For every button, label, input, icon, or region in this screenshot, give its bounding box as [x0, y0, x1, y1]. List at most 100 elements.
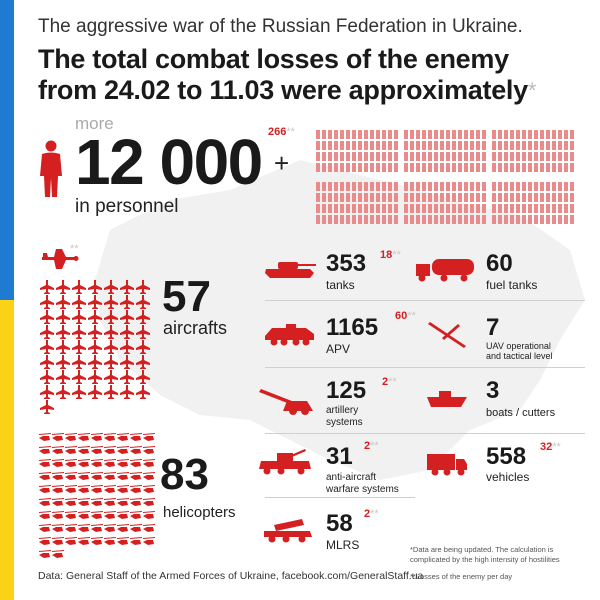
person-mark	[458, 204, 462, 213]
divider	[265, 433, 585, 434]
person-mark	[546, 204, 550, 213]
aircraft-mark	[120, 370, 134, 384]
person-mark	[528, 193, 532, 202]
person-mark	[410, 204, 414, 213]
person-mark	[522, 141, 526, 150]
person-mark	[440, 141, 444, 150]
aircraft-mark	[104, 355, 118, 369]
aircraft-icon	[42, 249, 79, 269]
person-mark	[522, 215, 526, 224]
person-mark	[428, 215, 432, 224]
aircraft-mark	[40, 400, 54, 414]
helicopter-mark	[52, 446, 64, 454]
person-mark	[492, 193, 496, 202]
person-mark	[370, 152, 374, 161]
person-mark	[416, 215, 420, 224]
helicopter-mark	[104, 537, 116, 545]
helicopter-mark	[78, 433, 90, 441]
person-mark	[546, 215, 550, 224]
aircraft-mark	[40, 295, 54, 309]
person-mark	[416, 193, 420, 202]
person-mark	[528, 130, 532, 139]
person-mark	[428, 193, 432, 202]
person-mark	[528, 204, 532, 213]
person-mark	[470, 141, 474, 150]
helicopter-mark	[39, 511, 51, 519]
person-mark	[570, 182, 574, 191]
person-mark	[558, 141, 562, 150]
helicopter-mark	[143, 472, 155, 480]
person-mark	[316, 163, 320, 172]
person-mark	[376, 141, 380, 150]
person-mark	[428, 163, 432, 172]
divider	[265, 497, 415, 498]
person-mark	[470, 163, 474, 172]
person-mark	[452, 163, 456, 172]
personnel-plus: +	[274, 148, 290, 178]
person-mark	[382, 163, 386, 172]
person-mark	[446, 204, 450, 213]
helicopter-mark	[52, 550, 64, 558]
aircraft-mark	[40, 280, 54, 294]
person-mark	[434, 193, 438, 202]
person-mark	[516, 130, 520, 139]
aircraft-value: 57	[162, 272, 211, 321]
apv-daily: 60**	[395, 310, 416, 322]
person-mark	[540, 163, 544, 172]
person-mark	[452, 141, 456, 150]
person-mark	[504, 130, 508, 139]
headline-line-1: The total combat losses of the enemy	[38, 44, 509, 74]
person-mark	[470, 182, 474, 191]
vehicles-label: vehicles	[486, 470, 530, 484]
person-mark	[328, 163, 332, 172]
person-mark	[498, 163, 502, 172]
helicopter-mark	[78, 472, 90, 480]
person-mark	[388, 193, 392, 202]
helicopter-mark	[117, 472, 129, 480]
person-mark	[558, 215, 562, 224]
person-mark	[376, 193, 380, 202]
aircraft-mark	[136, 295, 150, 309]
aircraft-mark	[120, 280, 134, 294]
person-mark	[464, 163, 468, 172]
apv-icon	[265, 324, 314, 346]
helicopter-mark	[78, 511, 90, 519]
person-mark	[564, 204, 568, 213]
person-mark	[516, 182, 520, 191]
artillery-label: artillery systems	[326, 405, 363, 428]
person-mark	[552, 130, 556, 139]
person-mark	[322, 215, 326, 224]
person-mark	[382, 152, 386, 161]
aircraft-mark	[56, 340, 70, 354]
person-mark	[404, 182, 408, 191]
mlrs-icon	[264, 519, 312, 543]
person-mark	[510, 215, 514, 224]
person-mark	[352, 193, 356, 202]
aircraft-grid	[40, 280, 150, 414]
helicopter-mark	[91, 459, 103, 467]
helicopter-mark	[130, 537, 142, 545]
person-mark	[570, 215, 574, 224]
person-mark	[340, 163, 344, 172]
person-mark	[528, 215, 532, 224]
person-mark	[334, 130, 338, 139]
person-mark	[334, 152, 338, 161]
person-mark	[404, 204, 408, 213]
person-mark	[404, 152, 408, 161]
artillery-value: 125	[326, 377, 367, 404]
helicopter-mark	[91, 433, 103, 441]
person-mark	[334, 193, 338, 202]
person-mark	[394, 204, 398, 213]
helicopter-mark	[52, 524, 64, 532]
helicopter-mark	[117, 511, 129, 519]
person-mark	[358, 152, 362, 161]
person-mark	[410, 163, 414, 172]
person-mark	[394, 215, 398, 224]
person-mark	[352, 215, 356, 224]
person-mark	[510, 182, 514, 191]
aircraft-mark	[56, 295, 70, 309]
aircraft-mark	[88, 355, 102, 369]
fuel-value: 60	[486, 250, 513, 277]
person-mark	[522, 193, 526, 202]
vehicles-daily: 32**	[540, 441, 561, 453]
